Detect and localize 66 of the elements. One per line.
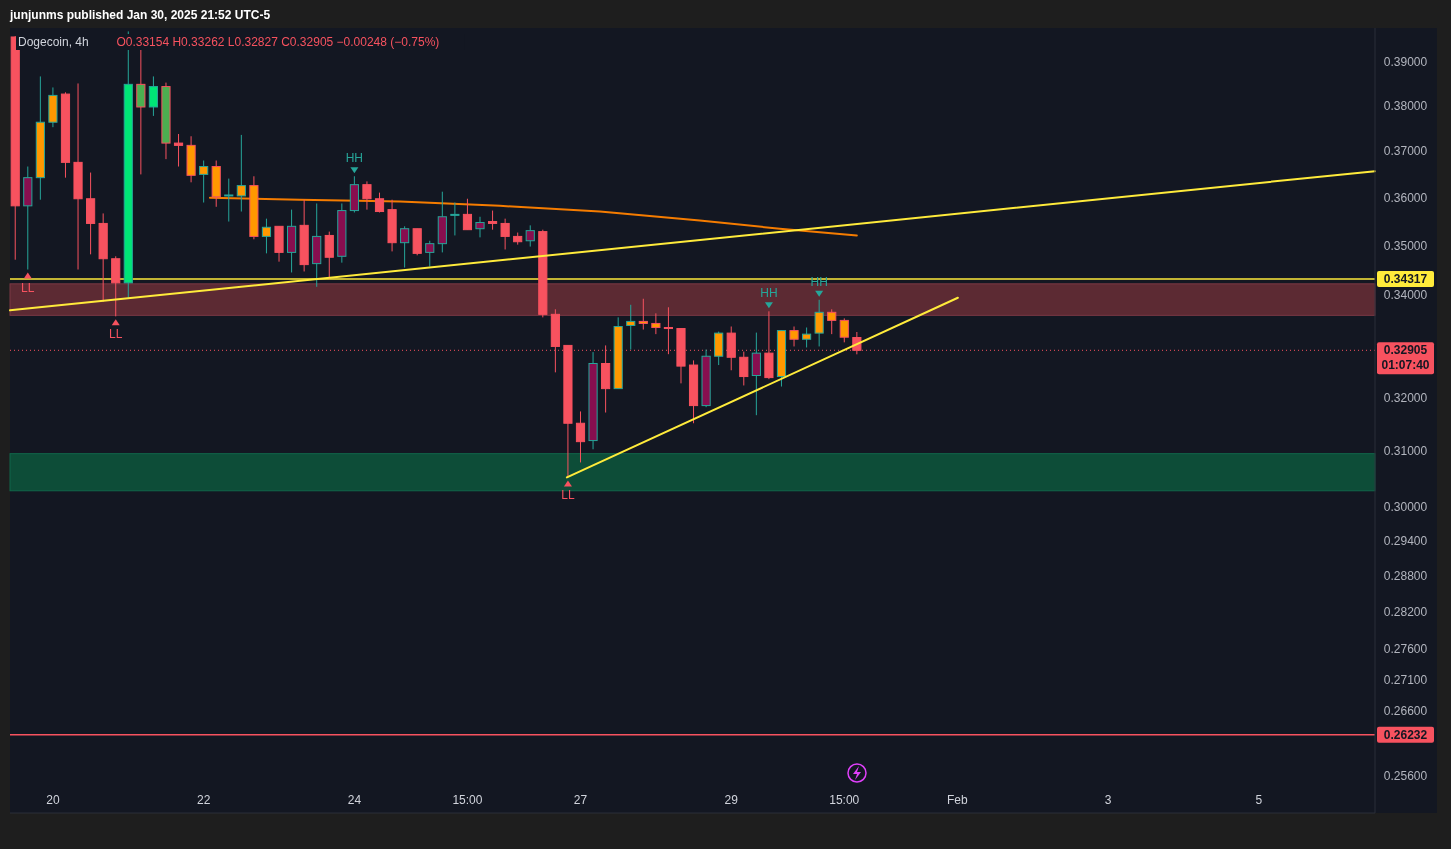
candlestick (400, 225, 410, 269)
y-tick-label: 0.31000 (1383, 444, 1428, 459)
annotation: LL (21, 280, 35, 295)
x-tick-label: 5 (1255, 793, 1263, 807)
chart-subtitle: junjunms published Jan 30, 2025 21:52 UTC-5 (9, 8, 271, 22)
candlestick (199, 160, 209, 204)
candlestick (802, 327, 812, 348)
x-tick-label: 27 (573, 793, 588, 807)
y-tick-label: 0.35000 (1383, 238, 1428, 253)
candlestick (739, 351, 749, 386)
y-tick-label: 0.37000 (1383, 144, 1428, 159)
y-tick-label: 0.27600 (1383, 641, 1428, 656)
y-tick-label: 0.29400 (1383, 534, 1428, 549)
candlestick (575, 410, 586, 463)
y-tick-label: 0.34000 (1383, 287, 1428, 302)
candlestick (714, 331, 724, 366)
candlestick (236, 134, 246, 213)
candlestick (751, 332, 761, 416)
y-tick-label: 0.25600 (1383, 769, 1428, 784)
candlestick (638, 298, 648, 331)
candlestick (814, 299, 824, 347)
annotation: HH (345, 151, 364, 166)
x-tick-label: 15:00 (829, 793, 860, 807)
x-tick-label: Feb (946, 793, 968, 807)
candlestick (651, 312, 661, 335)
candlestick (827, 308, 837, 335)
y-tick-label: 0.38000 (1383, 99, 1428, 114)
y-tick-label: 0.36000 (1383, 190, 1428, 205)
candlestick (789, 326, 799, 347)
candlestick (500, 218, 510, 250)
y-tick-label: 0.28800 (1383, 569, 1428, 584)
candlestick (525, 224, 535, 248)
ref-line-label: 0.32905 01:07:40 (1381, 343, 1430, 373)
x-tick-label: 22 (196, 793, 211, 807)
candlestick (487, 210, 498, 231)
ref-line-label: 0.34317 (1383, 272, 1428, 287)
text: Dogecoin, 4h (18, 35, 89, 49)
x-tick-label: 3 (1104, 793, 1112, 807)
x-tick-label: 15:00 (452, 793, 483, 807)
annotation: HH (760, 286, 778, 301)
candlestick (148, 75, 158, 117)
y-tick-label: 0.30000 (1383, 500, 1428, 515)
candlestick (362, 180, 372, 211)
x-tick-label: 29 (724, 793, 739, 807)
candlestick (839, 317, 849, 343)
candlestick (450, 202, 460, 236)
y-tick-label: 0.28200 (1383, 605, 1428, 620)
y-tick-label: 0.32000 (1383, 390, 1428, 405)
annotation: LL (561, 488, 575, 503)
candlestick (425, 240, 435, 268)
candlestick (173, 133, 184, 168)
y-tick-label: 0.39000 (1383, 55, 1428, 70)
candlestick (475, 216, 485, 238)
annotation: LL (109, 327, 123, 342)
candlestick (324, 231, 334, 280)
annotation: HH (810, 274, 828, 289)
y-tick-label: 0.27100 (1383, 672, 1428, 687)
candlestick (224, 178, 234, 223)
x-tick-label: 24 (347, 793, 362, 807)
candlestick (261, 218, 272, 254)
y-tick-label: 0.26600 (1383, 704, 1428, 719)
candlestick (626, 304, 636, 351)
ref-line-label: 0.26232 (1383, 727, 1428, 742)
annotation: O0.33154 H0.33262 L0.32827 C0.32905 −0.00248 (−0.75%) (116, 35, 440, 49)
candlestick (462, 198, 473, 231)
x-tick-label: 20 (46, 793, 60, 807)
